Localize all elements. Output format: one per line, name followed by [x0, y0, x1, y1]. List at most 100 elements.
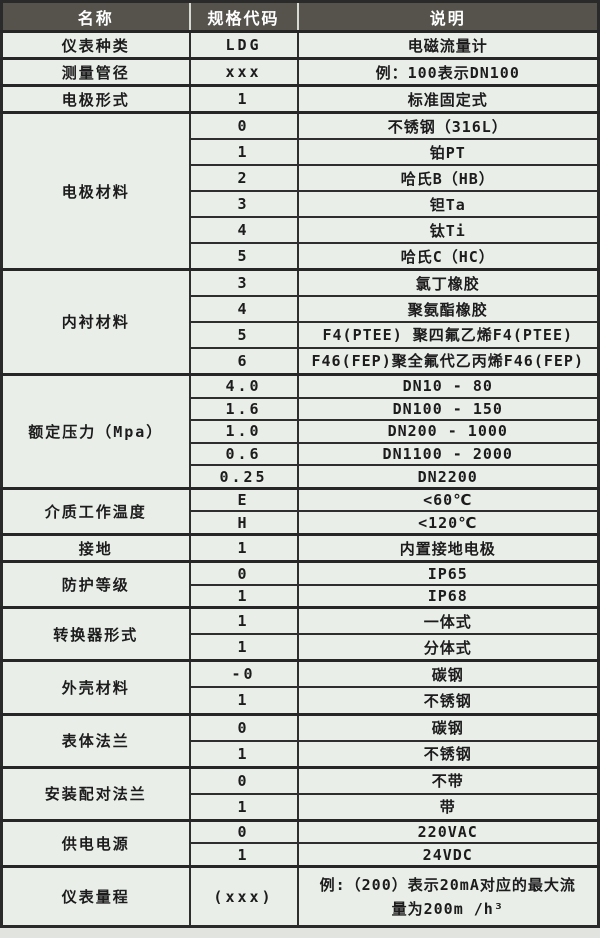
spec-desc-cell: 钽Ta: [296, 190, 600, 219]
page-background-strip: [0, 930, 600, 938]
spec-code-cell: 1: [188, 686, 299, 715]
spec-desc-cell: 分体式: [296, 633, 600, 662]
spec-desc-cell: 哈氏C（HC）: [296, 242, 600, 271]
spec-desc-cell: 内置接地电极: [296, 533, 600, 563]
spec-desc-cell: 不锈钢: [296, 739, 600, 769]
spec-table-header: 名称 规格代码 说明: [1, 1, 599, 33]
spec-name-cell: 安装配对法兰: [0, 765, 191, 822]
spec-desc-cell: 钛Ti: [296, 216, 600, 244]
spec-code-cell: 1: [188, 84, 299, 114]
spec-code-cell: 1.6: [188, 396, 299, 422]
spec-name-cell: 电极形式: [0, 84, 191, 114]
spec-code-cell: 2: [188, 164, 299, 193]
spec-desc-cell: 碳钢: [296, 659, 600, 689]
spec-name-cell: 表体法兰: [0, 712, 191, 769]
spec-desc-cell: F46(FEP)聚全氟代乙丙烯F46(FEP): [296, 346, 600, 376]
spec-desc-cell: 例:（200）表示20mA对应的最大流量为200m /h³: [296, 865, 600, 928]
spec-code-cell: 0: [188, 765, 299, 795]
spec-code-cell: 3: [188, 268, 299, 298]
table-row: 1.0 DN200 - 1000: [2, 419, 600, 444]
spec-name-cell: 转换器形式: [0, 606, 191, 662]
spec-code-cell: -0: [188, 659, 299, 689]
header-code: 规格代码: [188, 1, 298, 33]
spec-code-cell: 1: [188, 583, 299, 609]
spec-code-cell: 5: [188, 242, 299, 271]
table-row: 5 F4(PTEE) 聚四氟乙烯F4(PTEE): [2, 320, 600, 349]
spec-name-cell: 仪表种类: [0, 29, 191, 60]
table-row: 安装配对法兰 0 不带: [0, 765, 600, 822]
table-row: 仪表种类 LDG 电磁流量计: [0, 29, 600, 60]
spec-desc-cell: IP65: [296, 560, 600, 586]
spec-name-cell: 测量管径: [0, 57, 191, 87]
spec-name-cell: 外壳材料: [0, 659, 191, 716]
spec-desc-cell: <120℃: [296, 510, 600, 536]
table-row: 1 24VDC: [2, 842, 600, 868]
spec-code-cell: 1: [188, 138, 299, 167]
spec-code-cell: 0.25: [188, 464, 299, 490]
spec-code-cell: 1: [188, 739, 299, 769]
spec-desc-cell: 不带: [296, 765, 600, 795]
spec-code-cell: 4: [188, 295, 299, 323]
spec-desc-cell: 不锈钢: [296, 686, 600, 715]
spec-desc-cell: 24VDC: [296, 842, 600, 868]
table-row: 介质工作温度 E <60℃: [0, 486, 600, 536]
spec-name-cell: 内衬材料: [0, 268, 191, 376]
spec-code-cell: 0.6: [188, 441, 299, 467]
spec-desc-cell: 氯丁橡胶: [296, 268, 600, 298]
table-row: 供电电源 0 220VAC: [0, 818, 600, 868]
table-row: 转换器形式 1 一体式: [0, 606, 600, 662]
table-row: 3 钽Ta: [2, 190, 600, 219]
spec-code-cell: 1: [188, 792, 299, 822]
spec-desc-cell: 带: [296, 792, 600, 822]
spec-name-cell: 防护等级: [0, 560, 191, 609]
spec-code-cell: LDG: [188, 29, 299, 60]
spec-code-cell: 1: [188, 606, 299, 636]
spec-code-cell: 5: [188, 320, 299, 349]
table-row: 电极材料 0 不锈钢（316L）: [0, 111, 600, 271]
table-row: 内衬材料 3 氯丁橡胶: [0, 268, 600, 376]
table-row: 接地 1 内置接地电极: [0, 533, 600, 563]
spec-desc-cell: 不锈钢（316L）: [296, 111, 600, 141]
spec-code-cell: xxx: [188, 57, 299, 87]
table-row: 2 哈氏B（HB）: [2, 164, 600, 193]
spec-name-cell: 电极材料: [0, 111, 191, 271]
spec-desc-cell: 碳钢: [296, 712, 600, 742]
spec-code-cell: 3: [188, 190, 299, 219]
table-row: 4 钛Ti: [2, 216, 600, 244]
table-row: 5 哈氏C（HC）: [2, 242, 600, 271]
spec-desc-cell: 电磁流量计: [296, 29, 600, 60]
spec-desc-cell: 哈氏B（HB）: [296, 164, 600, 193]
spec-desc-cell: 220VAC: [296, 818, 600, 845]
spec-code-cell: 1: [188, 533, 299, 563]
table-row: 仪表量程 (xxx) 例:（200）表示20mA对应的最大流量为200m /h³: [0, 865, 600, 928]
spec-code-cell: 0: [188, 712, 299, 742]
spec-desc-cell: 例：100表示DN100: [296, 57, 600, 87]
header-row: 名称 规格代码 说明: [1, 1, 599, 33]
spec-code-cell: E: [188, 486, 299, 513]
spec-name-cell: 额定压力（Mpa）: [0, 372, 191, 490]
spec-desc-cell: DN10 - 80: [296, 372, 600, 399]
spec-code-cell: 4.0: [188, 372, 299, 399]
spec-desc-cell: DN200 - 1000: [296, 419, 600, 444]
spec-code-cell: 1.0: [188, 419, 299, 444]
spec-table-body: 仪表种类 LDG 电磁流量计 测量管径 xxx 例：100表示DN100 电极形式 1 标准固定…: [0, 29, 600, 928]
spec-desc-cell: DN1100 - 2000: [296, 441, 600, 467]
header-name: 名称: [1, 1, 190, 33]
spec-desc-cell: F4(PTEE) 聚四氟乙烯F4(PTEE): [296, 320, 600, 349]
table-row: 1 IP68: [2, 583, 600, 609]
spec-code-cell: 4: [188, 216, 299, 244]
spec-desc-cell: DN100 - 150: [296, 396, 600, 422]
spec-code-cell: 1: [188, 633, 299, 662]
table-row: 电极形式 1 标准固定式: [0, 84, 600, 114]
spec-desc-cell: 标准固定式: [296, 84, 600, 114]
header-desc: 说明: [296, 1, 599, 33]
table-row: 外壳材料 -0 碳钢: [0, 659, 600, 716]
table-row: 防护等级 0 IP65: [0, 560, 600, 609]
spec-desc-cell: 聚氨酯橡胶: [296, 295, 600, 323]
spec-code-cell: 1: [188, 842, 299, 868]
table-row: 测量管径 xxx 例：100表示DN100: [0, 57, 600, 87]
table-row: 额定压力（Mpa） 4.0 DN10 - 80: [0, 372, 600, 490]
spec-desc-cell: DN2200: [296, 464, 600, 490]
